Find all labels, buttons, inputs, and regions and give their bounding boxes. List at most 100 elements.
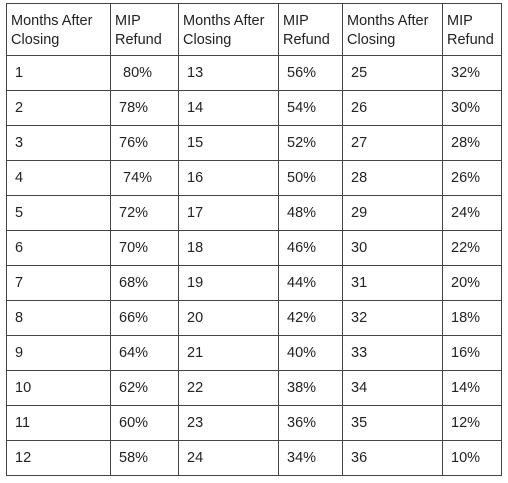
table-row: 10 62% 22 38% 34 14% [6, 370, 502, 406]
mip-refund-cell: 42% [278, 300, 343, 336]
months-after-closing-cell: 25 [342, 55, 443, 91]
mip-refund-cell: 46% [278, 230, 343, 266]
header-line: MIP [283, 13, 309, 29]
header-line: Months After [11, 13, 93, 29]
months-after-closing-cell: 22 [178, 370, 279, 406]
table-row: 7 68% 19 44% 31 20% [6, 265, 502, 301]
header-mip-refund-2: MIP Refund [278, 3, 343, 56]
header-line: Refund [447, 32, 494, 48]
months-after-closing-cell: 21 [178, 335, 279, 371]
months-after-closing-cell: 16 [178, 160, 279, 196]
mip-refund-cell: 16% [442, 335, 502, 371]
header-line: MIP [447, 13, 473, 29]
months-after-closing-cell: 34 [342, 370, 443, 406]
months-after-closing-cell: 13 [178, 55, 279, 91]
table-row: 12 58% 24 34% 36 10% [6, 440, 502, 476]
mip-refund-table-container: Months After Closing MIP Refund Months A… [6, 3, 502, 476]
months-after-closing-cell: 32 [342, 300, 443, 336]
mip-refund-cell: 12% [442, 405, 502, 441]
header-line: Refund [283, 32, 330, 48]
months-after-closing-cell: 20 [178, 300, 279, 336]
header-line: Refund [115, 32, 162, 48]
months-after-closing-cell: 29 [342, 195, 443, 231]
header-line: Closing [183, 32, 232, 48]
header-line: Closing [11, 32, 60, 48]
table-row: 11 60% 23 36% 35 12% [6, 405, 502, 441]
header-line: MIP [115, 13, 141, 29]
months-after-closing-cell: 12 [6, 440, 111, 476]
mip-refund-cell: 74% [110, 160, 179, 196]
mip-refund-cell: 32% [442, 55, 502, 91]
header-mip-refund-1: MIP Refund [110, 3, 179, 56]
table-row: 4 74% 16 50% 28 26% [6, 160, 502, 196]
months-after-closing-cell: 3 [6, 125, 111, 161]
table-row: 8 66% 20 42% 32 18% [6, 300, 502, 336]
months-after-closing-cell: 2 [6, 90, 111, 126]
table-row: 2 78% 14 54% 26 30% [6, 90, 502, 126]
months-after-closing-cell: 7 [6, 265, 111, 301]
mip-refund-cell: 54% [278, 90, 343, 126]
mip-refund-cell: 58% [110, 440, 179, 476]
header-months-after-closing-3: Months After Closing [342, 3, 443, 56]
header-months-after-closing-1: Months After Closing [6, 3, 111, 56]
header-line: Months After [347, 13, 429, 29]
mip-refund-cell: 50% [278, 160, 343, 196]
header-line: Closing [347, 32, 396, 48]
months-after-closing-cell: 28 [342, 160, 443, 196]
mip-refund-cell: 30% [442, 90, 502, 126]
table-body: 1 80% 13 56% 25 32% 2 78% 14 54% 26 30% 3 76% 15 52% 27… [6, 55, 502, 476]
mip-refund-cell: 72% [110, 195, 179, 231]
months-after-closing-cell: 36 [342, 440, 443, 476]
months-after-closing-cell: 30 [342, 230, 443, 266]
mip-refund-cell: 40% [278, 335, 343, 371]
mip-refund-cell: 10% [442, 440, 502, 476]
mip-refund-cell: 36% [278, 405, 343, 441]
months-after-closing-cell: 10 [6, 370, 111, 406]
mip-refund-cell: 28% [442, 125, 502, 161]
mip-refund-cell: 60% [110, 405, 179, 441]
mip-refund-cell: 68% [110, 265, 179, 301]
mip-refund-cell: 38% [278, 370, 343, 406]
mip-refund-cell: 26% [442, 160, 502, 196]
mip-refund-cell: 62% [110, 370, 179, 406]
mip-refund-cell: 76% [110, 125, 179, 161]
months-after-closing-cell: 31 [342, 265, 443, 301]
header-mip-refund-3: MIP Refund [442, 3, 502, 56]
mip-refund-cell: 44% [278, 265, 343, 301]
months-after-closing-cell: 19 [178, 265, 279, 301]
mip-refund-cell: 52% [278, 125, 343, 161]
header-row: Months After Closing MIP Refund Months A… [6, 3, 502, 56]
header-months-after-closing-2: Months After Closing [178, 3, 279, 56]
months-after-closing-cell: 14 [178, 90, 279, 126]
mip-refund-cell: 80% [110, 55, 179, 91]
months-after-closing-cell: 4 [6, 160, 111, 196]
mip-refund-cell: 66% [110, 300, 179, 336]
mip-refund-cell: 18% [442, 300, 502, 336]
mip-refund-cell: 78% [110, 90, 179, 126]
months-after-closing-cell: 1 [6, 55, 111, 91]
months-after-closing-cell: 33 [342, 335, 443, 371]
table-row: 5 72% 17 48% 29 24% [6, 195, 502, 231]
months-after-closing-cell: 27 [342, 125, 443, 161]
months-after-closing-cell: 9 [6, 335, 111, 371]
table-row: 9 64% 21 40% 33 16% [6, 335, 502, 371]
mip-refund-cell: 64% [110, 335, 179, 371]
months-after-closing-cell: 8 [6, 300, 111, 336]
mip-refund-cell: 14% [442, 370, 502, 406]
mip-refund-cell: 56% [278, 55, 343, 91]
mip-refund-cell: 34% [278, 440, 343, 476]
mip-refund-cell: 20% [442, 265, 502, 301]
table-row: 6 70% 18 46% 30 22% [6, 230, 502, 266]
months-after-closing-cell: 35 [342, 405, 443, 441]
months-after-closing-cell: 5 [6, 195, 111, 231]
header-line: Months After [183, 13, 265, 29]
months-after-closing-cell: 23 [178, 405, 279, 441]
months-after-closing-cell: 24 [178, 440, 279, 476]
months-after-closing-cell: 11 [6, 405, 111, 441]
months-after-closing-cell: 18 [178, 230, 279, 266]
months-after-closing-cell: 15 [178, 125, 279, 161]
table-row: 3 76% 15 52% 27 28% [6, 125, 502, 161]
months-after-closing-cell: 26 [342, 90, 443, 126]
mip-refund-cell: 22% [442, 230, 502, 266]
table-row: 1 80% 13 56% 25 32% [6, 55, 502, 91]
